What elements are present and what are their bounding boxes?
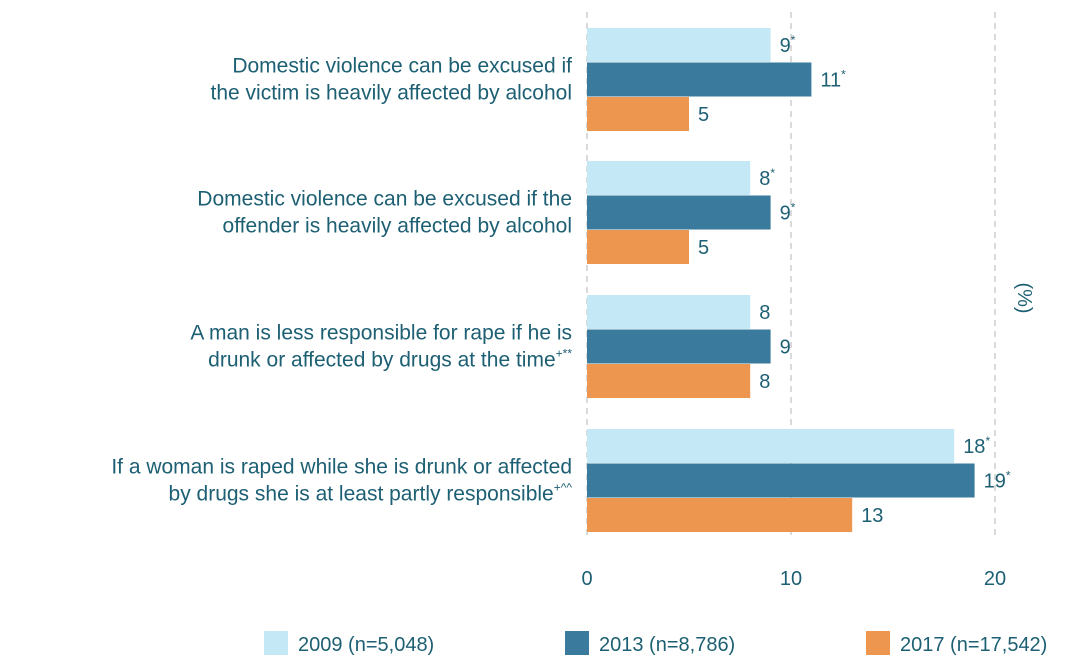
data-label: 8* bbox=[759, 166, 775, 190]
legend-swatch bbox=[866, 631, 890, 655]
bar-1-3 bbox=[587, 295, 751, 329]
legend-swatch bbox=[565, 631, 589, 655]
x-tick-label: 10 bbox=[780, 568, 802, 590]
category-labels: Domestic violence can be excused if the v… bbox=[111, 55, 572, 506]
data-label: 19* bbox=[984, 469, 1011, 493]
data-label: 5 bbox=[698, 237, 709, 259]
bar-2-2 bbox=[587, 195, 771, 230]
data-label: 13 bbox=[861, 505, 883, 527]
category-label: drunk or affected by drugs at the time+*… bbox=[208, 347, 572, 372]
x-axis: 0 10 20 bbox=[581, 568, 1006, 590]
x-tick-label: 20 bbox=[984, 568, 1006, 590]
data-label: 8 bbox=[759, 371, 770, 393]
legend-label: 2017 (n=17,542) bbox=[900, 634, 1047, 656]
data-label: 5 bbox=[698, 104, 709, 126]
category-label: by drugs she is at least partly responsi… bbox=[169, 481, 573, 506]
legend-swatch bbox=[264, 631, 288, 655]
bar-3-2 bbox=[587, 230, 689, 264]
x-axis-title: (%) bbox=[1013, 282, 1035, 313]
category-label: Domestic violence can be excused if bbox=[232, 55, 572, 78]
category-label: If a woman is raped while she is drunk o… bbox=[111, 456, 572, 479]
bar-2-1 bbox=[587, 62, 812, 97]
legend: 2009 (n=5,048) 2013 (n=8,786) 2017 (n=17,5… bbox=[264, 631, 1047, 656]
bar-2-3 bbox=[587, 329, 771, 364]
bar-3-1 bbox=[587, 97, 689, 131]
data-label: 11* bbox=[820, 68, 846, 92]
data-label: 8 bbox=[759, 302, 770, 324]
bar-2-4 bbox=[587, 463, 975, 498]
bar-1-2 bbox=[587, 161, 751, 195]
category-label: offender is heavily affected by alcohol bbox=[223, 215, 572, 238]
data-label: 9* bbox=[780, 201, 796, 225]
category-label: Domestic violence can be excused if the bbox=[197, 188, 572, 211]
category-label: A man is less responsible for rape if he… bbox=[190, 322, 572, 345]
legend-label: 2013 (n=8,786) bbox=[599, 634, 735, 656]
data-label: 9* bbox=[780, 33, 796, 57]
category-label: the victim is heavily affected by alcoho… bbox=[211, 82, 572, 105]
bar-3-4 bbox=[587, 498, 853, 532]
data-label: 9 bbox=[780, 337, 791, 359]
legend-label: 2009 (n=5,048) bbox=[298, 634, 434, 656]
bar-1-4 bbox=[587, 429, 955, 463]
bar-1-1 bbox=[587, 28, 771, 62]
data-label: 18* bbox=[963, 434, 990, 458]
bar-3-3 bbox=[587, 364, 751, 398]
x-tick-label: 0 bbox=[581, 568, 592, 590]
